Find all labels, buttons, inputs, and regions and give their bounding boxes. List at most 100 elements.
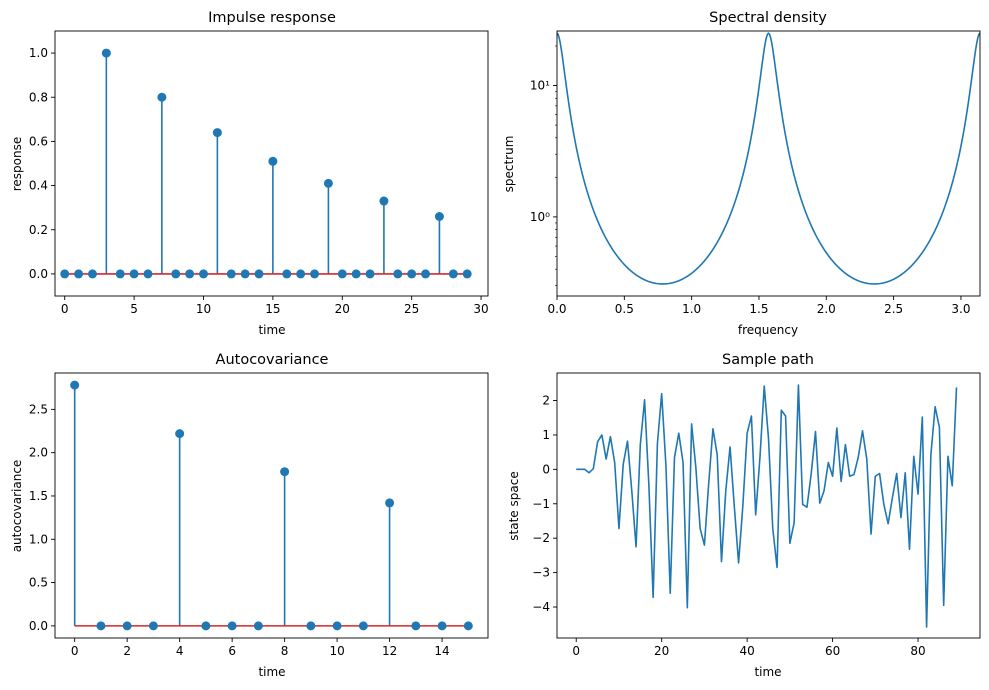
impulse-response-title: Impulse response bbox=[208, 10, 336, 26]
panel0-ytick-label: 0.0 bbox=[29, 267, 48, 281]
panel3-ytick-label: −3 bbox=[532, 566, 550, 580]
panel2-ytick-label: 2.0 bbox=[29, 446, 48, 460]
panel2-stem-marker bbox=[437, 621, 447, 631]
spectral-density-title: Spectral density bbox=[709, 10, 827, 26]
panel2-stem-marker bbox=[306, 621, 316, 631]
panel3-ytick-label: 2 bbox=[542, 394, 550, 408]
panel3-xtick-label: 0 bbox=[572, 644, 580, 658]
panel2-xtick-label: 4 bbox=[176, 644, 184, 658]
panel0-ytick-label: 1.0 bbox=[29, 46, 48, 60]
autocovariance-xlabel: time bbox=[258, 665, 285, 679]
panel3-xtick-label: 60 bbox=[825, 644, 840, 658]
panel2-xtick-label: 14 bbox=[434, 644, 449, 658]
panel2-stem-marker bbox=[463, 621, 473, 631]
panel0-stems bbox=[60, 48, 472, 279]
panel2-stem-marker bbox=[253, 621, 263, 631]
panel0-stem-marker bbox=[337, 269, 347, 279]
sample-path-panel: Sample path time state space 0 20 40 60 80−4… bbox=[507, 352, 981, 679]
panel0-stem-marker bbox=[60, 269, 70, 279]
panel0-axes-frame bbox=[54, 30, 489, 297]
panel0-ytick-label: 0.2 bbox=[29, 223, 48, 237]
panel0-ytick-label: 0.6 bbox=[29, 134, 48, 148]
panel2-stem-marker bbox=[280, 467, 290, 477]
autocovariance-panel: Autocovariance time autocovariance 0 2 4 6 8… bbox=[10, 352, 489, 679]
panel2-xtick-label: 8 bbox=[281, 644, 289, 658]
panel3-ytick-label: −4 bbox=[532, 600, 550, 614]
panel0-stem-marker bbox=[171, 269, 181, 279]
panel2-ytick-label: 2.5 bbox=[29, 402, 48, 416]
panel1-xtick-label: 0.0 bbox=[547, 302, 566, 316]
panel0-xtick-label: 0 bbox=[61, 302, 69, 316]
panel2-ytick-label: 1.0 bbox=[29, 532, 48, 546]
panel1-spectrum-line bbox=[557, 32, 980, 285]
panel3-axes-frame bbox=[556, 372, 981, 639]
panel2-ytick-label: 1.5 bbox=[29, 489, 48, 503]
panel2-ytick-label: 0.0 bbox=[29, 619, 48, 633]
panel0-stem-marker bbox=[448, 269, 458, 279]
panel2-xtick-label: 6 bbox=[228, 644, 236, 658]
panel1-xtick-label: 2.0 bbox=[817, 302, 836, 316]
panel1-xtick-label: 1.5 bbox=[749, 302, 768, 316]
panel2-ytick-label: 0.5 bbox=[29, 576, 48, 590]
panel2-stem-marker bbox=[332, 621, 342, 631]
panel0-stem-marker bbox=[185, 269, 195, 279]
panel2-stem-marker bbox=[70, 380, 80, 390]
panel2-stem-marker bbox=[411, 621, 421, 631]
panel2-stem-marker bbox=[96, 621, 106, 631]
panel0-stem-marker bbox=[282, 269, 292, 279]
panel2-xtick-label: 0 bbox=[71, 644, 79, 658]
panel0-stem-marker bbox=[212, 128, 222, 138]
panel2-xtick-label: 2 bbox=[123, 644, 131, 658]
panel1-xtick-label: 0.5 bbox=[615, 302, 634, 316]
panel2-stem-marker bbox=[201, 621, 211, 631]
sample-path-xlabel: time bbox=[754, 665, 781, 679]
panel3-sample-path-line bbox=[576, 384, 958, 628]
panel0-stem-marker bbox=[254, 269, 264, 279]
impulse-response-ylabel: response bbox=[10, 137, 24, 192]
panel3-xtick-label: 40 bbox=[739, 644, 754, 658]
panel0-xtick-label: 10 bbox=[196, 302, 211, 316]
panel0-stem-marker bbox=[462, 269, 472, 279]
panel0-xtick-label: 25 bbox=[404, 302, 419, 316]
panel2-stem-marker bbox=[148, 621, 158, 631]
sample-path-ylabel: state space bbox=[507, 471, 521, 540]
panel2-xtick-label: 10 bbox=[329, 644, 344, 658]
panel3-ytick-label: 0 bbox=[542, 462, 550, 476]
autocovariance-title: Autocovariance bbox=[216, 352, 329, 368]
panel0-stem-marker bbox=[129, 269, 139, 279]
panel0-xtick-label: 20 bbox=[335, 302, 350, 316]
panel0-stem-marker bbox=[74, 269, 84, 279]
panel0-stem-marker bbox=[115, 269, 125, 279]
panel0-xtick-label: 5 bbox=[130, 302, 138, 316]
panel0-stem-marker bbox=[226, 269, 236, 279]
spectral-density-panel: Spectral density frequency spectrum 0.0 0… bbox=[502, 10, 981, 337]
panel0-stem-marker bbox=[351, 269, 361, 279]
panel0-stem-marker bbox=[268, 156, 278, 166]
panel0-ytick-label: 0.4 bbox=[29, 179, 48, 193]
panel0-stem-marker bbox=[240, 269, 250, 279]
panel1-axes-frame bbox=[556, 30, 981, 297]
impulse-response-xlabel: time bbox=[258, 323, 285, 337]
panel3-ytick-label: 1 bbox=[542, 428, 550, 442]
panel2-stem-marker bbox=[227, 621, 237, 631]
panel0-xtick-label: 30 bbox=[473, 302, 488, 316]
panel0-stem-marker bbox=[157, 92, 167, 102]
spectral-density-xlabel: frequency bbox=[738, 323, 798, 337]
panel0-stem-marker bbox=[310, 269, 320, 279]
panel0-stem-marker bbox=[87, 269, 97, 279]
panel0-stem-marker bbox=[421, 269, 431, 279]
panel0-stem-marker bbox=[198, 269, 208, 279]
panel0-stem-marker bbox=[143, 269, 153, 279]
panel1-ytick-label: 10⁰ bbox=[530, 210, 550, 224]
panel0-xtick-label: 15 bbox=[265, 302, 280, 316]
panel1-xtick-label: 1.0 bbox=[682, 302, 701, 316]
panel2-stem-marker bbox=[358, 621, 368, 631]
panel3-ytick-label: −2 bbox=[532, 531, 550, 545]
panel3-ytick-label: −1 bbox=[532, 497, 550, 511]
autocovariance-ylabel: autocovariance bbox=[10, 460, 24, 553]
panel0-stem-marker bbox=[296, 269, 306, 279]
impulse-response-panel: Impulse response time response 0 5 10 15 20 2… bbox=[10, 10, 489, 337]
panel1-xtick-label: 2.5 bbox=[884, 302, 903, 316]
panel3-xtick-label: 80 bbox=[910, 644, 925, 658]
